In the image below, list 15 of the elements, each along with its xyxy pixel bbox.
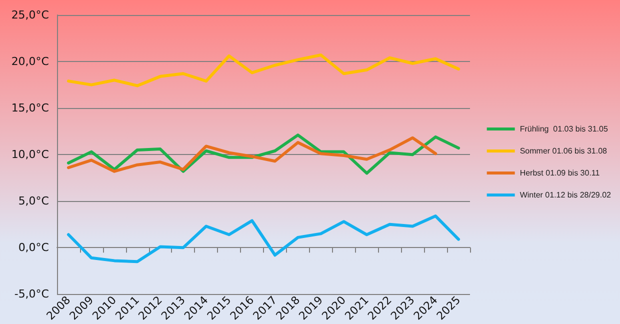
y-tick-label: 0,0°C bbox=[18, 241, 50, 254]
y-tick-label: 10,0°C bbox=[11, 148, 50, 162]
line-series bbox=[66, 136, 438, 173]
legend-label: Winter 01.12 bis 28/29.02 bbox=[520, 190, 612, 200]
line-series bbox=[66, 54, 460, 88]
y-tick-label: 25,0°C bbox=[11, 8, 50, 22]
line-series bbox=[66, 134, 460, 175]
y-tick-label: 20,0°C bbox=[11, 55, 50, 68]
y-tick-label: -5,0°C bbox=[14, 288, 50, 301]
legend-label: Frühling 01.03 bis 31.05 bbox=[520, 124, 608, 134]
y-tick-label: 5,0°C bbox=[18, 194, 50, 208]
legend-label: Herbst 01.09 bis 30.11 bbox=[520, 168, 600, 178]
line-series bbox=[66, 214, 460, 264]
legend-label: Sommer 01.06 bis 31.08 bbox=[520, 146, 608, 156]
y-tick-label: 15,0°C bbox=[11, 102, 50, 115]
